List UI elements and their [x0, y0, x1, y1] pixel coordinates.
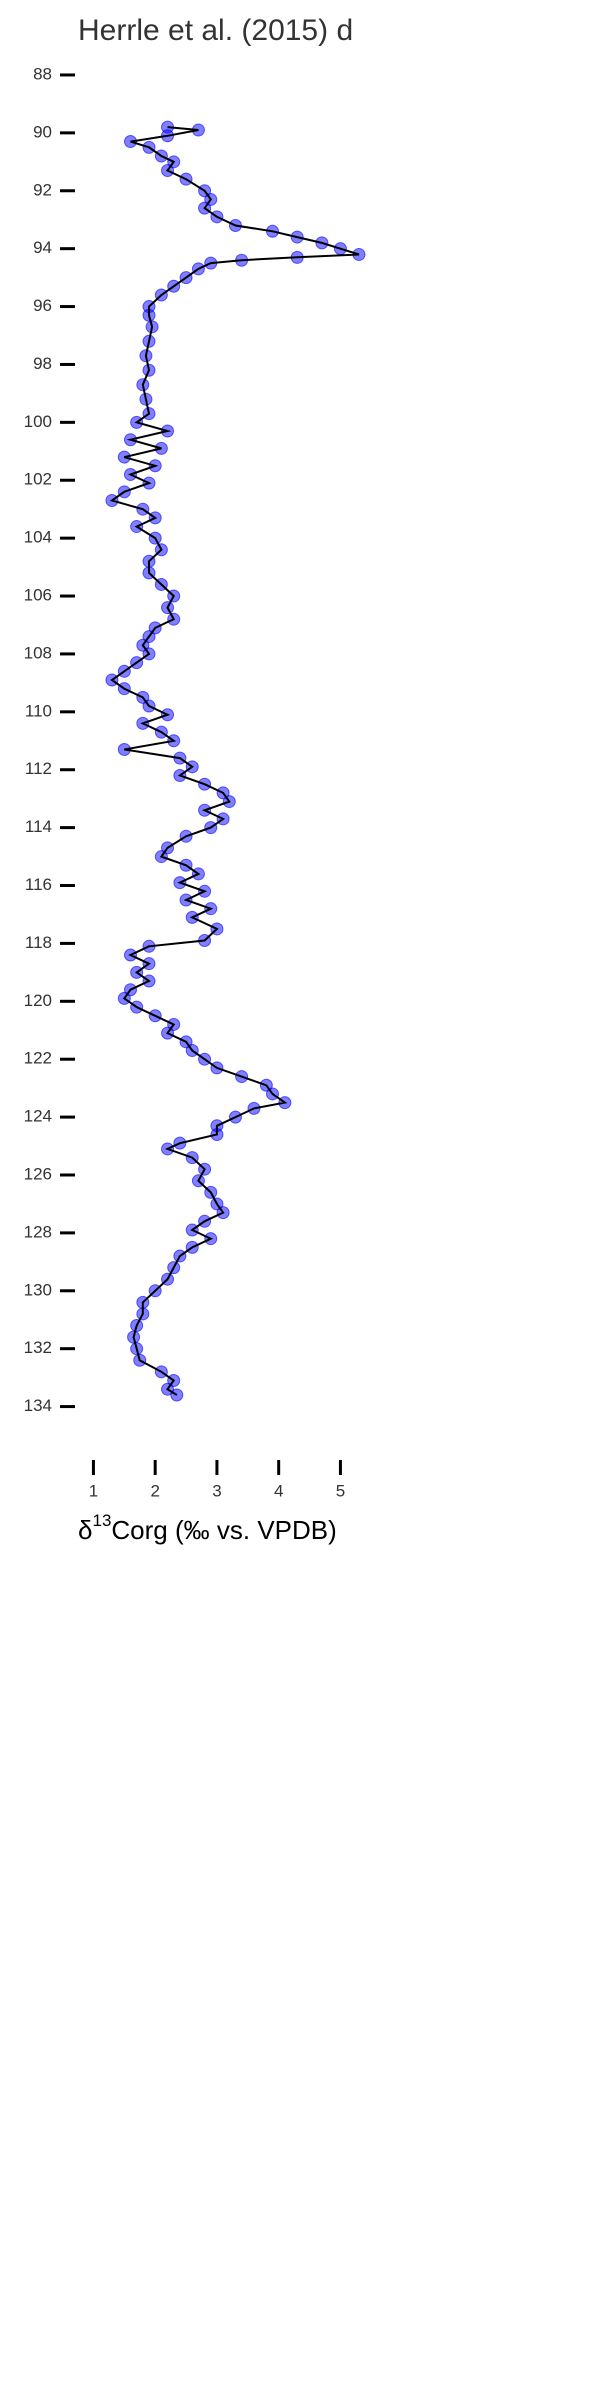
y-tick-label: 88 — [33, 64, 52, 83]
y-tick-label: 98 — [33, 354, 52, 373]
y-tick-label: 112 — [25, 759, 52, 778]
y-tick-label: 116 — [25, 875, 52, 894]
y-tick-label: 100 — [24, 412, 52, 431]
y-tick-label: 126 — [24, 1164, 52, 1183]
y-tick-label: 102 — [24, 470, 52, 489]
x-tick-label: 4 — [274, 1481, 283, 1500]
y-tick-label: 94 — [33, 238, 52, 257]
x-label-sup: 13 — [92, 1511, 111, 1530]
x-axis-label: δ13Corg (‰ vs. VPDB) — [78, 1511, 337, 1544]
y-tick-label: 132 — [24, 1338, 52, 1357]
y-tick-label: 96 — [33, 296, 52, 315]
x-tick-label: 5 — [336, 1481, 345, 1500]
y-tick-label: 114 — [25, 817, 52, 836]
y-tick-label: 124 — [24, 1107, 52, 1126]
y-tick-label: 128 — [24, 1222, 52, 1241]
y-tick-label: 110 — [25, 701, 52, 720]
y-tick-label: 90 — [33, 122, 52, 141]
y-tick-label: 120 — [24, 991, 52, 1010]
y-tick-label: 106 — [24, 586, 52, 605]
x-tick-label: 2 — [150, 1481, 159, 1500]
chart-title: Herrle et al. (2015) d — [78, 14, 353, 47]
y-tick-label: 104 — [24, 528, 52, 547]
x-label-prefix: δ — [78, 1515, 92, 1545]
y-tick-label: 122 — [24, 1049, 52, 1068]
trend-line — [109, 126, 360, 1396]
y-tick-label: 108 — [24, 643, 52, 662]
y-tick-label: 92 — [33, 180, 52, 199]
y-tick-label: 130 — [24, 1280, 52, 1299]
y-tick-label: 118 — [25, 933, 52, 952]
x-tick-label: 1 — [89, 1481, 98, 1500]
y-tick-label: 134 — [24, 1396, 52, 1415]
x-label-main: Corg (‰ vs. VPDB) — [111, 1515, 336, 1545]
x-tick-label: 3 — [212, 1481, 221, 1500]
